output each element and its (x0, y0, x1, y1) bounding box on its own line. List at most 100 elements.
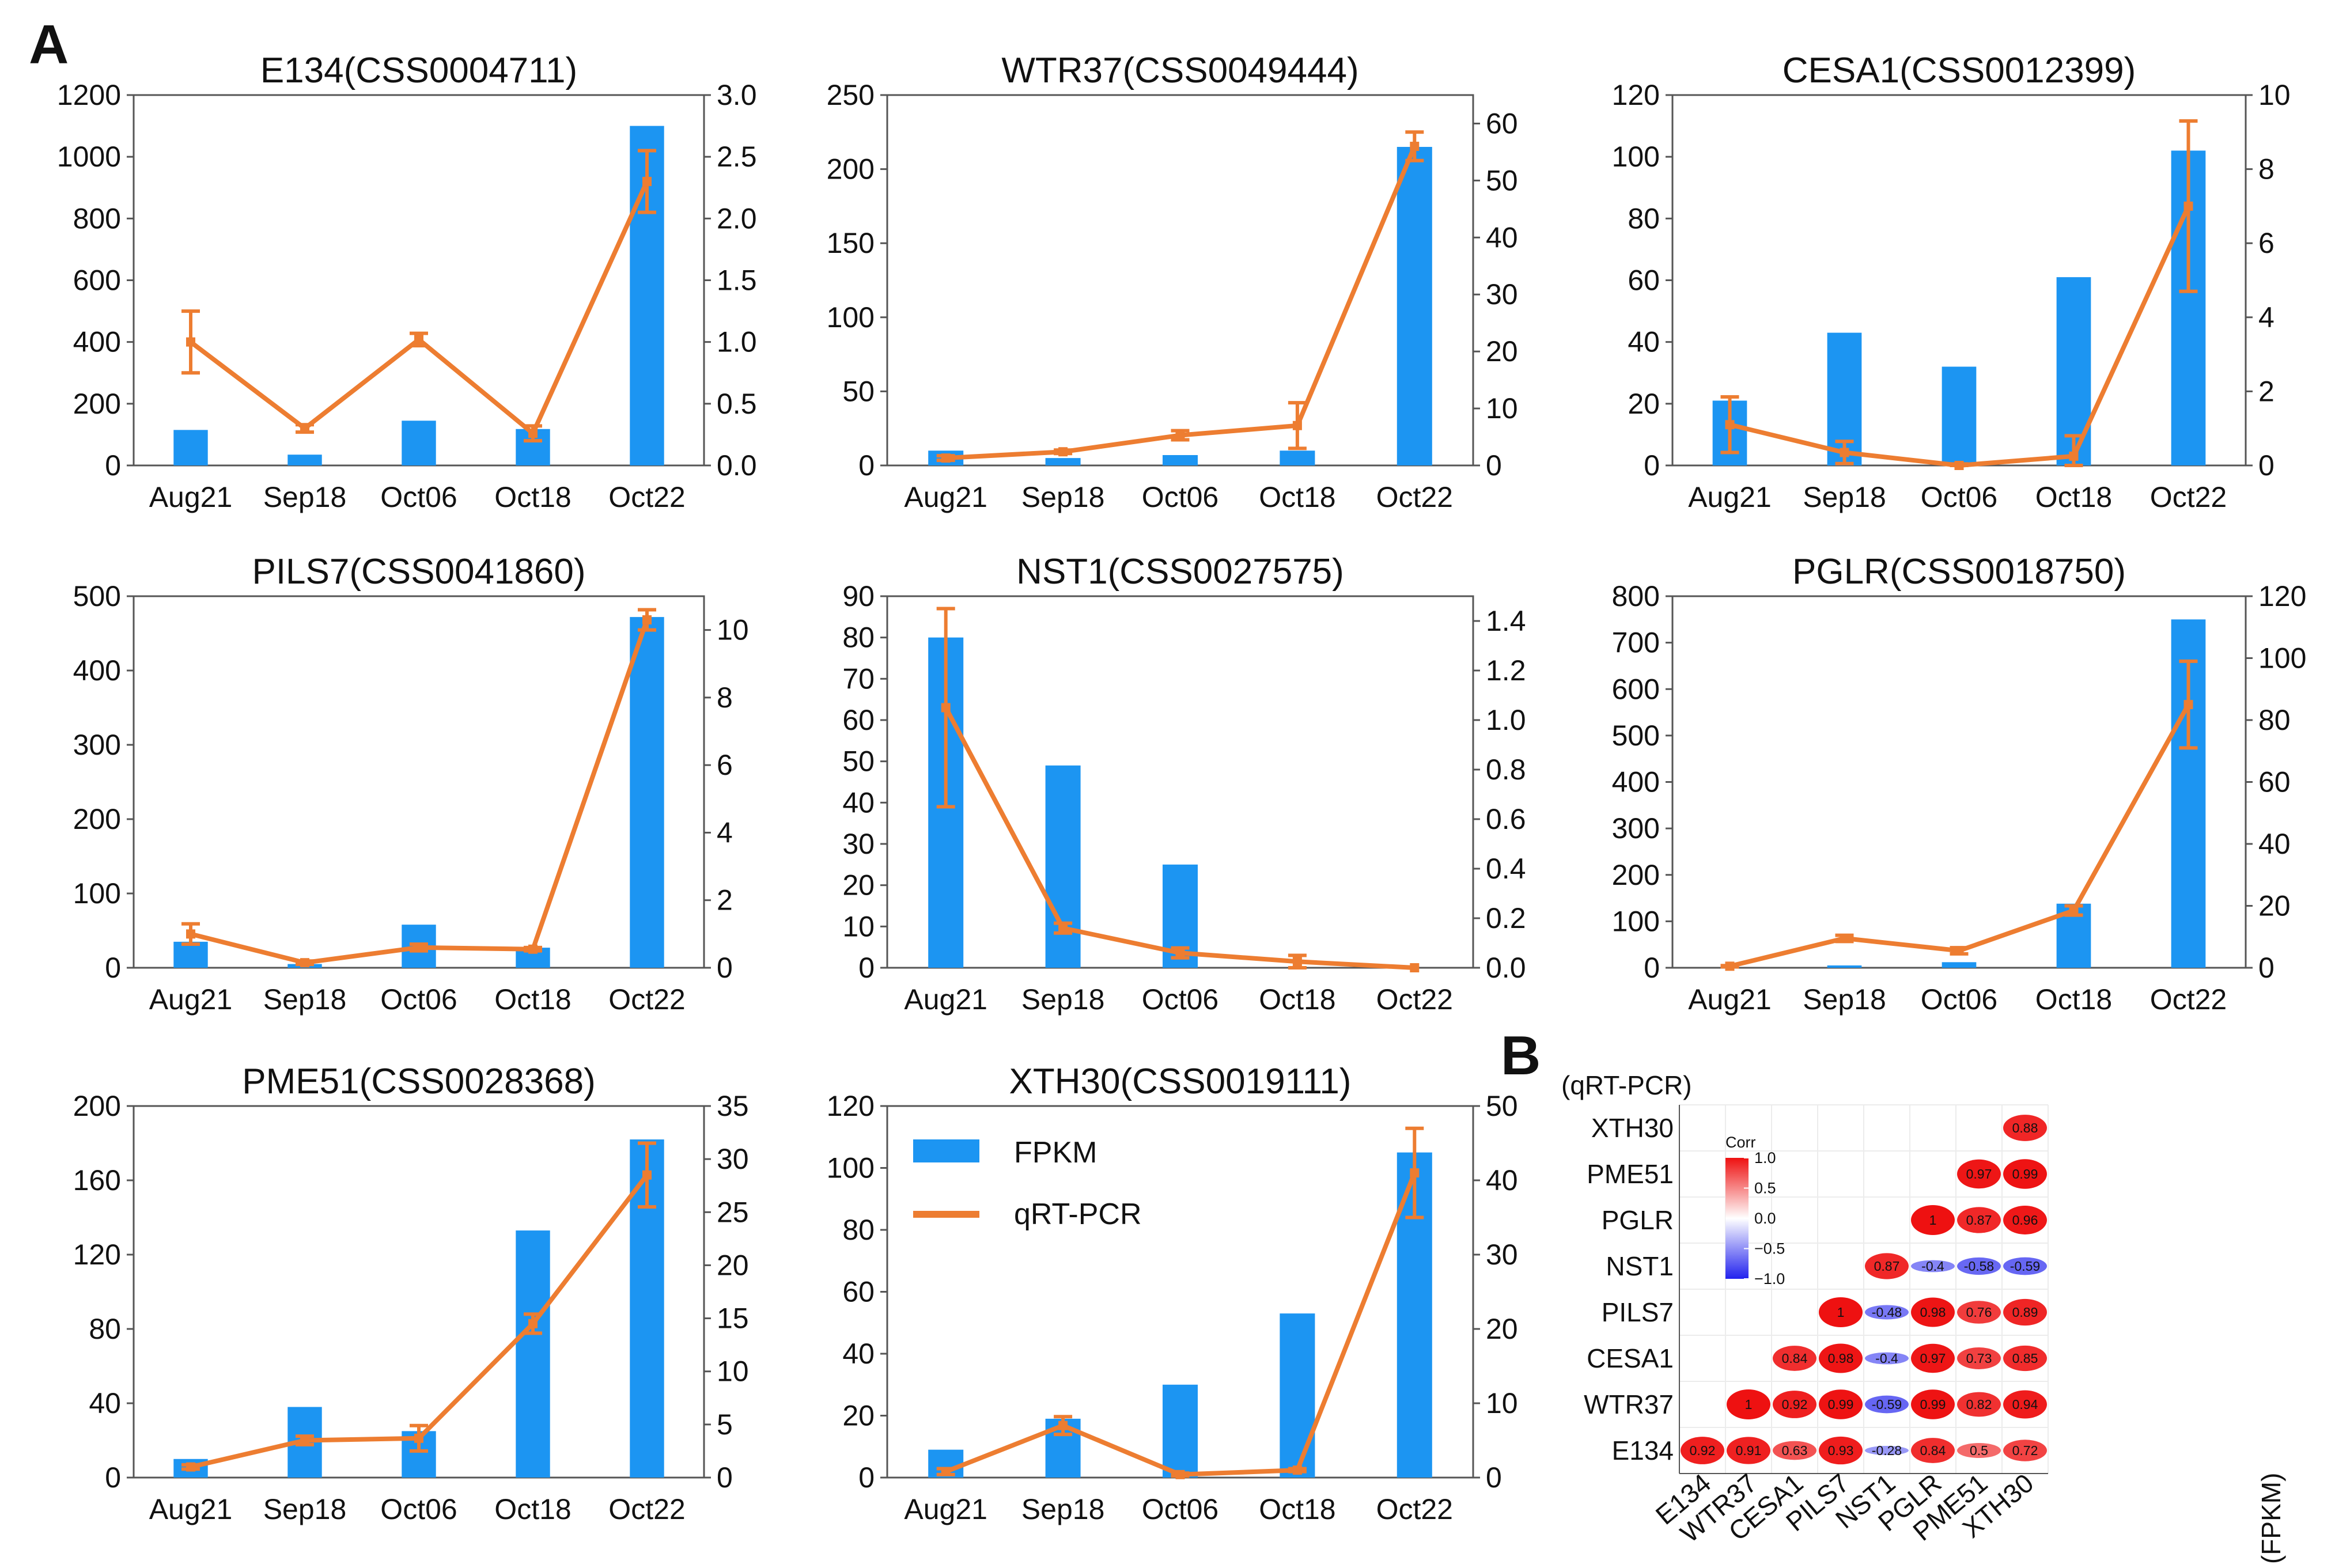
qrtpcr-point (642, 1170, 652, 1180)
qrtpcr-error-bar-sep18 (1835, 933, 1854, 944)
corr-ellipse (1865, 1253, 1909, 1279)
corr-value: 0.93 (1828, 1443, 1854, 1458)
qrtpcr-point (1175, 1469, 1185, 1479)
corr-ellipse (1957, 1443, 2001, 1458)
left-tick-label: 150 (827, 227, 875, 259)
right-tick-label: 80 (2258, 704, 2291, 736)
right-tick-label: 8 (2258, 153, 2275, 185)
x-tick-label: Aug21 (904, 1493, 987, 1525)
heatmap-cell-nst1-pglr: -0.4 (1911, 1259, 1955, 1274)
qrtpcr-error-bar-oct18 (1288, 401, 1307, 450)
corr-value: 0.91 (1736, 1443, 1762, 1458)
corr-value: -0.4 (1875, 1351, 1898, 1366)
corr-ellipse (1773, 1346, 1816, 1371)
right-tick-label: 0 (717, 1461, 733, 1494)
heatmap-cell-e134-xth30: 0.72 (2003, 1440, 2047, 1461)
corr-ellipse (1957, 1257, 2001, 1275)
heatmap-cell-e134-pglr: 0.84 (1911, 1438, 1955, 1463)
left-tick-label: 500 (1612, 719, 1660, 752)
right-tick-label: 0.4 (1486, 853, 1526, 885)
left-tick-label: 200 (827, 153, 875, 185)
corr-value: 0.87 (1966, 1213, 1992, 1228)
right-tick-label: 60 (2258, 766, 2291, 798)
left-tick-label: 200 (1612, 859, 1660, 891)
x-tick-label: Sep18 (263, 481, 347, 513)
qrtpcr-point (1058, 1421, 1068, 1430)
right-tick-label: 120 (2258, 580, 2306, 612)
heatmap-cell-e134-nst1: -0.28 (1865, 1443, 1909, 1458)
corr-value: 0.97 (1920, 1351, 1946, 1366)
qrtpcr-error-bar-oct18 (2064, 904, 2083, 917)
corr-ellipse (1819, 1436, 1863, 1465)
corr-ellipse (1773, 1391, 1816, 1418)
chart-title: XTH30(CSS0019111) (1009, 1062, 1352, 1101)
corr-value: 0.84 (1920, 1443, 1946, 1458)
qrtpcr-point (1058, 923, 1068, 933)
qrtpcr-point (528, 1319, 538, 1328)
qrtpcr-error-bar-aug21 (1720, 395, 1739, 455)
qrtpcr-error-bar-oct18 (2064, 434, 2083, 467)
x-tick-label: Oct22 (1376, 481, 1453, 513)
corr-ellipse (2003, 1206, 2047, 1234)
corr-ellipse (2003, 1440, 2047, 1461)
left-tick-label: 0 (858, 952, 875, 984)
qrtpcr-point (300, 1436, 309, 1445)
qrtpcr-point (1410, 963, 1420, 972)
corr-ellipse (1819, 1389, 1863, 1419)
heatmap-row-label: WTR37 (1584, 1389, 1674, 1419)
heatmap-cell-e134-pils7: 0.93 (1819, 1436, 1863, 1465)
corr-ellipse (1727, 1389, 1770, 1419)
left-tick-label: 120 (827, 1090, 875, 1122)
qrtpcr-point (300, 423, 309, 433)
left-tick-label: 0 (1644, 952, 1660, 984)
heatmap-cell-cesa1-pme51: 0.73 (1957, 1347, 2001, 1369)
right-tick-label: 20 (1486, 1313, 1518, 1345)
corr-ellipse (1865, 1395, 1909, 1414)
qrtpcr-error-bar-sep18 (296, 1434, 314, 1446)
heatmap-cell-pglr-pme51: 0.87 (1957, 1207, 2001, 1233)
qrtpcr-error-bar-oct22 (1410, 963, 1420, 972)
left-tick-label: 40 (842, 1338, 875, 1370)
heatmap-cell-pils7-xth30: 0.89 (2003, 1298, 2047, 1326)
qrtpcr-error-bar-oct22 (1405, 130, 1424, 162)
chart-7: XTH30(CSS0019111) 0 20 40 60 80 100 120 0 10 20 30 4… (827, 1062, 1518, 1525)
corr-value: 0.85 (2012, 1351, 2038, 1366)
chart-0: E134(CSS0004711) 0 200 400 600 800 1000 1200 0.0… (57, 51, 757, 513)
corr-value: -0.28 (1872, 1443, 1902, 1458)
corr-ellipse (2003, 1159, 2047, 1189)
right-tick-label: 0.8 (1486, 753, 1526, 786)
qrtpcr-error-bar-aug21 (181, 1462, 200, 1472)
bar-fpkm-oct06 (1942, 366, 1977, 465)
right-tick-label: 3.0 (717, 79, 757, 111)
legend-fpkm-label: FPKM (1014, 1136, 1097, 1169)
x-tick-label: Sep18 (1021, 481, 1105, 513)
left-tick-label: 60 (842, 1276, 875, 1308)
right-tick-label: 2.5 (717, 141, 757, 173)
corr-value: 0.96 (2012, 1213, 2038, 1228)
bar-fpkm-oct06 (402, 421, 436, 465)
left-tick-label: 0 (105, 1461, 121, 1494)
qrtpcr-point (2183, 201, 2193, 211)
right-tick-label: 8 (717, 681, 733, 714)
heatmap-cell-cesa1-nst1: -0.4 (1865, 1351, 1909, 1366)
chart-1: WTR37(CSS0049444) 0 50 100 150 200 250 0 10 20 30 4… (827, 51, 1518, 513)
colorbar-title: Corr (1725, 1134, 1756, 1151)
right-tick-label: 2 (717, 884, 733, 916)
right-tick-label: 0.6 (1486, 803, 1526, 835)
chart-3: PILS7(CSS0041860) 0 100 200 300 400 500 0 2 4 6 8 10… (73, 552, 749, 1016)
x-tick-label: Oct18 (494, 481, 571, 513)
bar-fpkm-oct22 (630, 617, 664, 968)
left-tick-label: 80 (842, 622, 875, 654)
qrtpcr-error-bar-oct06 (1950, 461, 1969, 470)
right-tick-label: 10 (2258, 79, 2291, 111)
qrtpcr-point (1410, 142, 1420, 152)
left-tick-label: 80 (89, 1313, 121, 1345)
x-tick-label: Oct22 (608, 481, 685, 513)
corr-value: -0.58 (1964, 1259, 1994, 1274)
right-tick-label: 25 (717, 1196, 749, 1228)
right-tick-label: 40 (2258, 828, 2291, 860)
x-tick-label: Oct18 (2035, 983, 2112, 1016)
left-tick-label: 200 (73, 1090, 121, 1122)
left-tick-label: 500 (73, 580, 121, 612)
x-tick-label: Aug21 (904, 983, 987, 1016)
